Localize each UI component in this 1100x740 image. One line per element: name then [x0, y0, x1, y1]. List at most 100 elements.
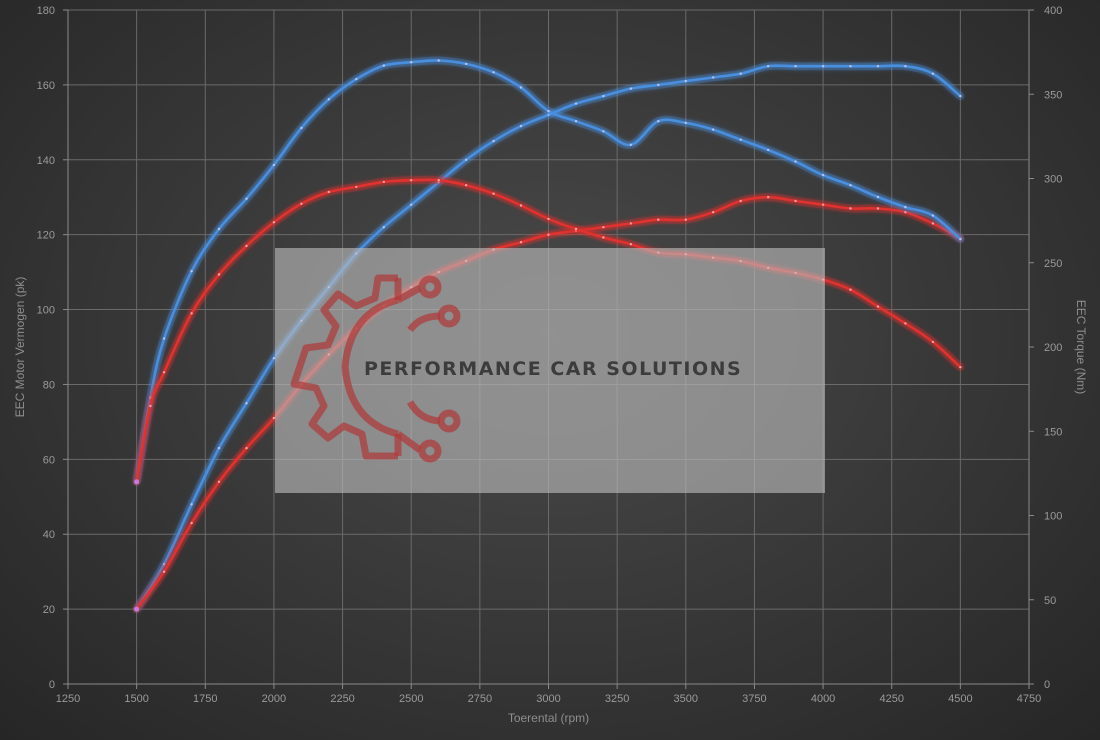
series-point	[464, 184, 468, 187]
series-point	[876, 305, 880, 308]
y2-axis-title: EEC Torque (Nm)	[1074, 300, 1088, 394]
x-tick-label: 2750	[468, 693, 492, 705]
watermark-text: PERFORMANCE CAR SOLUTIONS	[364, 358, 742, 380]
series-2-line	[132, 56, 965, 486]
y2-tick-label: 100	[1044, 511, 1062, 523]
series-point	[464, 62, 468, 66]
series-point	[149, 396, 152, 399]
series-point	[849, 207, 852, 210]
series-point	[684, 79, 687, 83]
series-point	[217, 480, 221, 483]
x-tick-label: 2500	[399, 693, 423, 705]
series-point	[272, 221, 276, 224]
series-start-point	[134, 479, 140, 485]
y-tick-label: 120	[37, 230, 55, 242]
series-point	[464, 158, 468, 161]
y2-tick-label: 0	[1044, 679, 1050, 691]
y-tick-label: 60	[43, 454, 55, 466]
series-point	[712, 76, 715, 79]
grid	[67, 9, 1030, 685]
x-tick-label: 4000	[811, 693, 835, 705]
series-point	[492, 71, 495, 74]
series-point	[547, 109, 550, 113]
series-point	[849, 184, 852, 187]
series-point	[931, 214, 935, 217]
gear-circuit-logo-icon	[290, 274, 461, 463]
series-point	[272, 357, 276, 360]
series-point	[767, 196, 770, 199]
series-point	[300, 202, 303, 205]
x-tick-label: 4500	[948, 693, 972, 705]
series-layer	[132, 56, 965, 614]
y-tick-label: 140	[37, 155, 55, 167]
series-point	[739, 199, 742, 203]
series-point	[547, 233, 550, 236]
series-point	[931, 222, 935, 225]
y-tick-label: 0	[49, 679, 55, 691]
x-tick-label: 1250	[56, 693, 80, 705]
series-point	[602, 130, 605, 133]
x-tick-label: 4750	[1017, 693, 1041, 705]
x-axis-title: Toerental (rpm)	[508, 711, 589, 725]
series-point	[162, 337, 166, 340]
series-point	[327, 98, 330, 101]
series-point	[574, 227, 578, 231]
series-point	[382, 226, 385, 229]
series-point	[712, 128, 715, 131]
series-point	[876, 65, 880, 68]
series-point	[272, 163, 276, 167]
series-point	[162, 563, 166, 566]
series-point	[355, 77, 358, 81]
series-point	[904, 322, 907, 325]
x-tick-label: 4250	[879, 693, 903, 705]
watermark: PERFORMANCE CAR SOLUTIONS	[275, 248, 825, 493]
series-point	[437, 179, 440, 182]
series-point	[190, 503, 193, 506]
y2-tick-label: 50	[1044, 595, 1056, 607]
series-point	[794, 199, 797, 203]
series-point	[437, 181, 440, 184]
series-point	[245, 197, 248, 200]
series-point	[849, 65, 852, 68]
series-point	[162, 371, 166, 374]
series-point	[217, 446, 221, 450]
x-tick-label: 1500	[124, 693, 148, 705]
series-point	[245, 402, 248, 405]
series-point	[794, 160, 797, 163]
series-point	[904, 65, 907, 68]
series-point	[149, 404, 152, 408]
x-tick-label: 3500	[674, 693, 698, 705]
series-point	[574, 120, 578, 123]
x-tick-label: 3750	[742, 693, 766, 705]
series-point	[327, 190, 330, 194]
series-point	[300, 126, 303, 130]
y2-tick-label: 300	[1044, 174, 1062, 186]
series-point	[519, 241, 523, 244]
series-point	[492, 139, 495, 143]
series-point	[821, 65, 825, 68]
series-point	[904, 211, 907, 214]
series-point	[602, 94, 605, 98]
y2-tick-label: 350	[1044, 89, 1062, 101]
series-point	[767, 148, 770, 152]
series-point	[739, 138, 742, 141]
series-point	[519, 204, 523, 207]
series-point	[794, 65, 797, 68]
series-point	[959, 366, 962, 369]
series-point	[959, 94, 962, 98]
series-point	[519, 124, 523, 128]
series-start-point	[134, 606, 140, 612]
y-tick-label: 80	[43, 379, 55, 391]
series-point	[547, 217, 550, 221]
series-point	[629, 87, 633, 90]
x-tick-label: 3000	[536, 693, 560, 705]
series-point	[876, 207, 880, 210]
series-point	[519, 86, 523, 89]
x-tick-label: 3250	[605, 693, 629, 705]
series-point	[629, 222, 633, 225]
series-point	[876, 195, 880, 199]
series-point	[190, 312, 193, 315]
series-point	[629, 143, 633, 146]
series-point	[245, 244, 248, 248]
